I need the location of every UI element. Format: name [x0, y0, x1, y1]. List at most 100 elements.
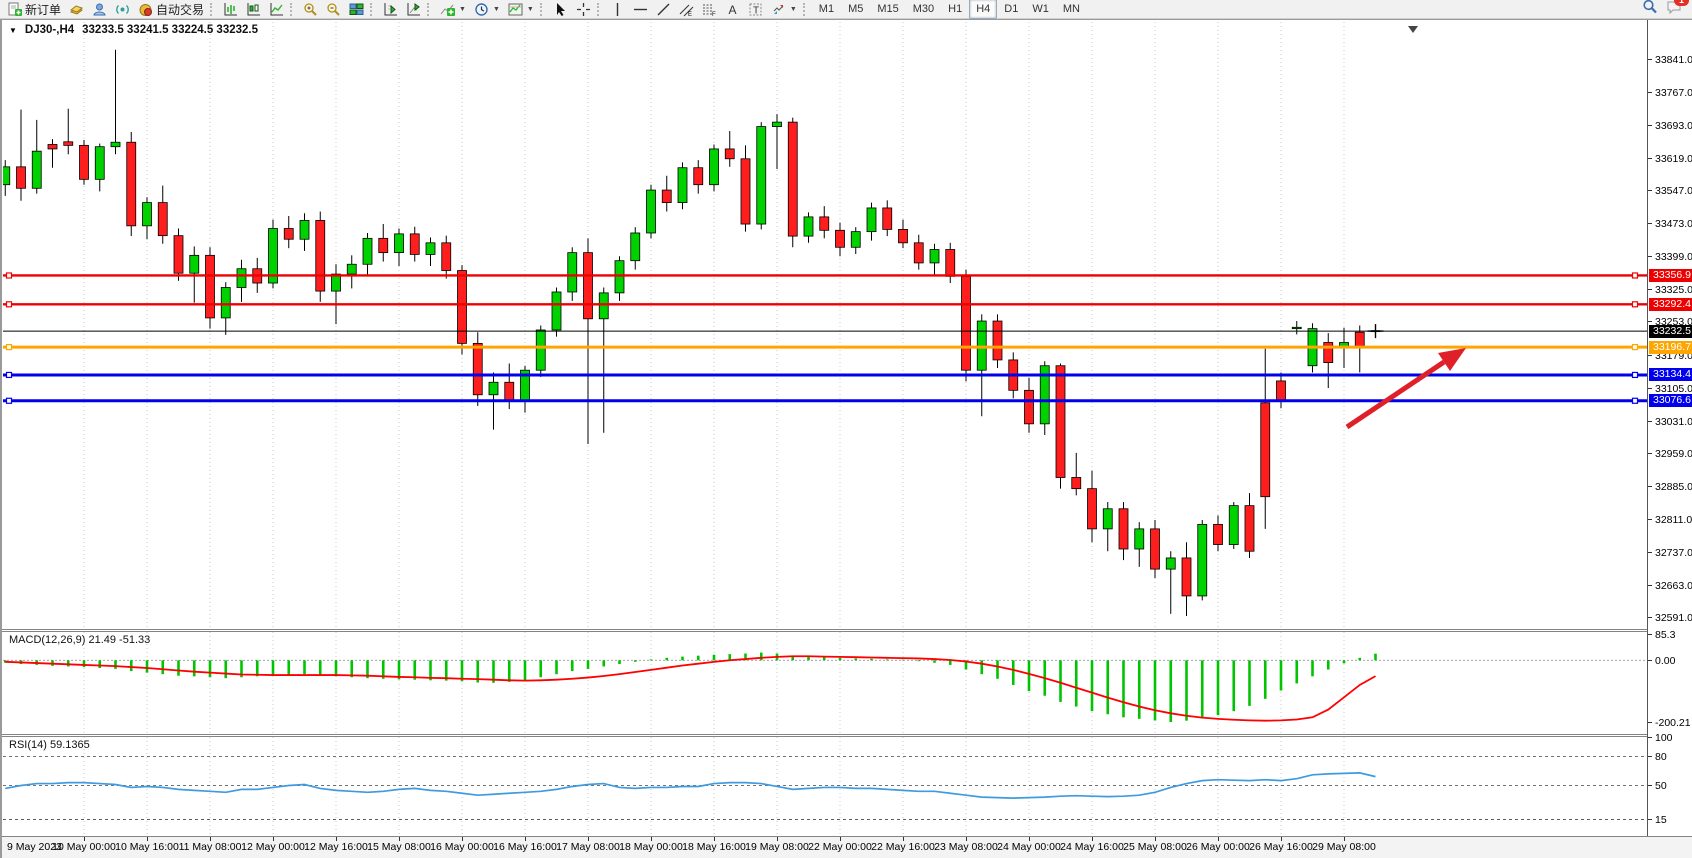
rsi-label: RSI(14) 59.1365 [9, 739, 90, 751]
line-handle[interactable] [1631, 272, 1639, 279]
tile-windows-button[interactable] [345, 1, 368, 18]
main-chart-pane[interactable]: ▼ DJ30-,H4 33233.5 33241.5 33224.5 33232… [3, 22, 1647, 629]
macd-chart [3, 632, 1647, 734]
auto-trading-button[interactable]: 自动交易 [134, 1, 208, 18]
timeframe-h1-button[interactable]: H1 [948, 3, 963, 15]
vline-icon [610, 2, 625, 17]
timeframe-m5-button[interactable]: M5 [848, 3, 864, 15]
price-axis-tick: 33031.0 [1648, 416, 1692, 428]
pane-separator[interactable] [2, 734, 1692, 737]
quotes-button[interactable] [65, 1, 88, 18]
cursor-button[interactable] [549, 1, 572, 18]
line-handle[interactable] [5, 371, 13, 379]
notification-badge: 1 [1674, 0, 1689, 6]
zoom-in-button[interactable] [299, 1, 322, 18]
timeframe-mn-button[interactable]: MN [1062, 3, 1080, 15]
time-axis-tick [777, 837, 778, 841]
line-handle[interactable] [5, 272, 13, 279]
timeframe-m15-button[interactable]: M15 [877, 3, 899, 15]
price-axis-tick: 33325.0 [1648, 284, 1692, 296]
line-handle[interactable] [1631, 397, 1639, 404]
signals-button[interactable] [111, 1, 134, 18]
toolbar-separator [427, 2, 432, 16]
zoom-in-icon [303, 2, 318, 17]
time-axis-label: 24 May 00:00 [997, 841, 1061, 853]
candlestick-chart[interactable] [3, 22, 1647, 629]
line-handle[interactable] [1631, 343, 1639, 351]
rsi-axis-tick: 100 [1648, 732, 1692, 744]
macd-pane[interactable]: MACD(12,26,9) 21.49 -51.33 [3, 632, 1647, 734]
arrows-button[interactable]: ▼ [767, 1, 801, 18]
trendline-button[interactable] [652, 1, 675, 18]
indicators-button[interactable]: ▼ [436, 1, 470, 18]
candle [457, 270, 467, 344]
templates-button[interactable]: ▼ [504, 1, 538, 18]
toolbar-group [379, 0, 425, 19]
time-axis-label: 26 May 00:00 [1186, 841, 1250, 853]
new-order-button-label: 新订单 [25, 2, 62, 17]
toolbar-separator [802, 2, 808, 16]
line-chart-button[interactable] [265, 1, 288, 18]
vertical-line-button[interactable] [606, 1, 629, 18]
macd-label: MACD(12,26,9) 21.49 -51.33 [9, 634, 151, 646]
toolbar-separator [290, 2, 295, 16]
timeframe-m30-button[interactable]: M30 [912, 3, 935, 15]
rsi-axis-tick: 15 [1648, 814, 1692, 826]
candle [1087, 488, 1097, 530]
triangle-down-icon[interactable]: ▼ [9, 25, 17, 35]
time-axis-tick [273, 837, 274, 841]
candle [220, 287, 231, 319]
chart-shift-button[interactable] [379, 1, 402, 18]
line-handle[interactable] [5, 343, 13, 351]
chart-bar-icon [223, 2, 238, 17]
timeframe-d1-button[interactable]: D1 [1004, 3, 1019, 15]
timeframe-m1-button[interactable]: M1 [818, 3, 835, 15]
time-axis-tick [1281, 837, 1282, 841]
toolbar-group [219, 0, 288, 19]
text-label-button[interactable]: T [744, 1, 767, 18]
periods-button[interactable]: ▼ [470, 1, 504, 18]
candle [331, 273, 341, 292]
new-order-button[interactable]: 新订单 [3, 1, 65, 18]
rsi-pane[interactable]: RSI(14) 59.1365 [3, 737, 1647, 834]
candle [1150, 528, 1160, 570]
time-axis[interactable]: 9 May 2023 10 May 00:00 10 May 16:00 11 May… [2, 836, 1692, 858]
svg-text:F: F [712, 12, 716, 17]
time-axis-label: 15 May 08:00 [367, 841, 431, 853]
line-handle[interactable] [1631, 301, 1639, 308]
auto-scroll-button[interactable] [402, 1, 425, 18]
zoom-out-button[interactable] [322, 1, 345, 18]
rsi-chart [3, 737, 1647, 834]
price-axis-tick: 33399.0 [1648, 251, 1692, 263]
line-handle[interactable] [5, 301, 13, 308]
candlestick-chart-button[interactable] [242, 1, 265, 18]
text-button[interactable]: A [721, 1, 744, 18]
equidistant-channel-button[interactable]: E [675, 1, 698, 18]
chart-symbol-period: DJ30-,H4 [24, 24, 75, 36]
fibonacci-button[interactable]: F [698, 1, 721, 18]
price-axis-tick: 32959.0 [1648, 448, 1692, 460]
arrows-icon [771, 2, 786, 17]
market-button[interactable] [88, 1, 111, 18]
search-icon[interactable] [1642, 0, 1658, 19]
timeframe-w1-button[interactable]: W1 [1032, 3, 1049, 15]
candle [409, 233, 420, 255]
line-handle[interactable] [1631, 371, 1639, 379]
price-axis[interactable]: 33841.0 33767.0 33693.0 33619.0 33547.0 33473… [1647, 20, 1692, 836]
pane-separator[interactable] [2, 629, 1692, 632]
bar-chart-button[interactable] [219, 1, 242, 18]
annotation-arrow[interactable] [1345, 359, 1446, 430]
chart-shift-marker[interactable] [1408, 26, 1418, 33]
candle [1354, 331, 1365, 348]
line-handle[interactable] [5, 397, 13, 404]
candle [268, 228, 278, 284]
chat-button[interactable]: 1 [1666, 0, 1689, 19]
crosshair-button[interactable] [572, 1, 595, 18]
timeframe-h4-button[interactable]: H4 [969, 0, 998, 19]
candle [504, 381, 515, 401]
time-axis-tick [1029, 837, 1030, 841]
time-axis-tick [903, 837, 904, 841]
horizontal-line-button[interactable] [629, 1, 652, 18]
candle [441, 242, 452, 271]
chart-scroll-icon [406, 2, 421, 17]
